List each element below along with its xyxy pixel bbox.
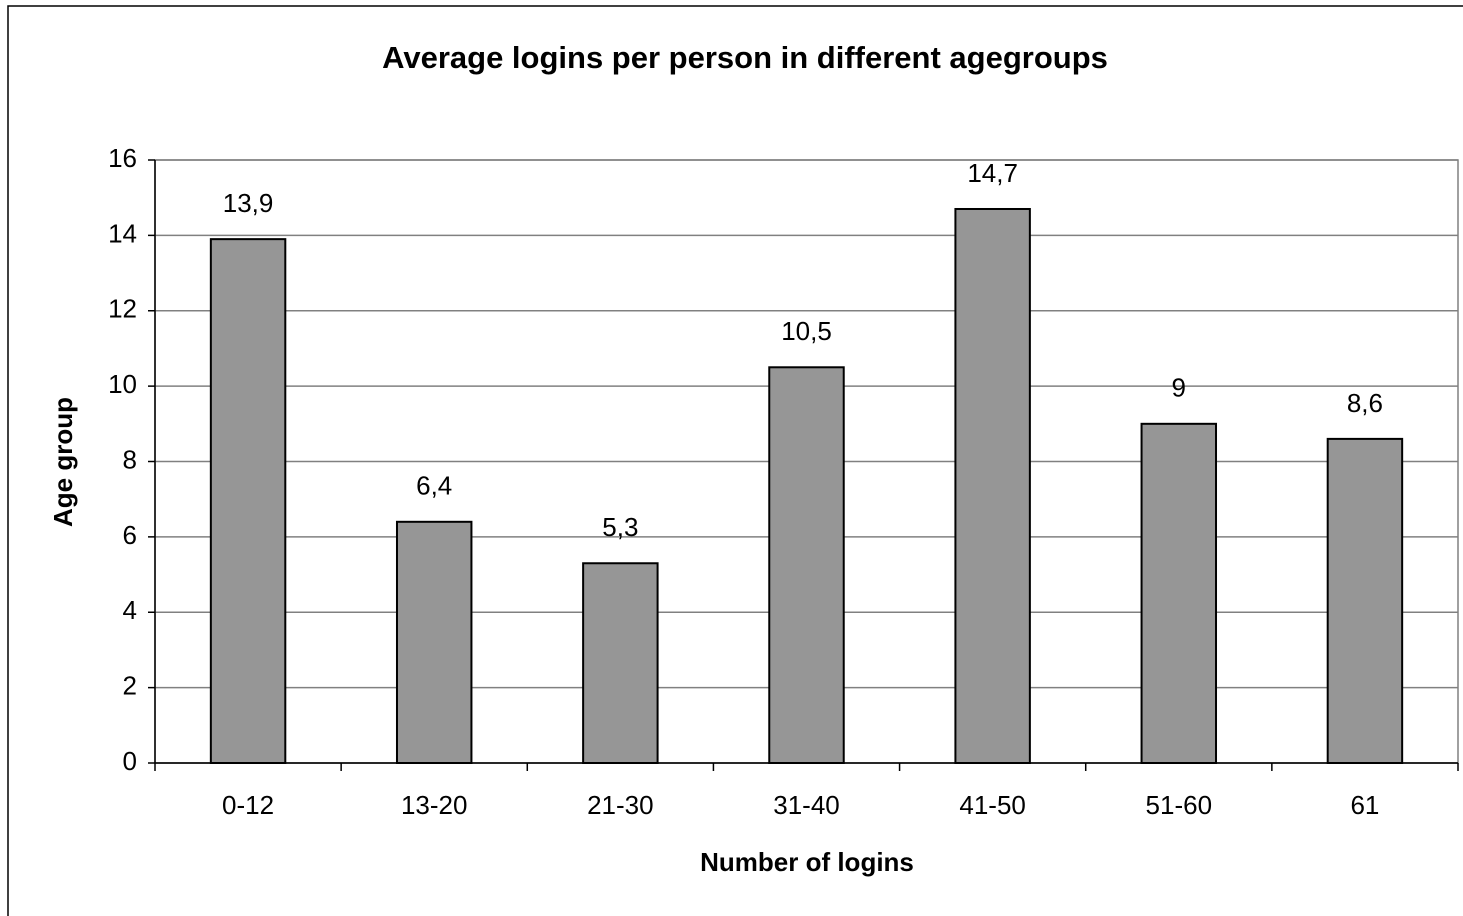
bar bbox=[209, 238, 287, 765]
y-tick-label: 14 bbox=[108, 218, 137, 248]
x-tick-label: 31-40 bbox=[773, 790, 840, 820]
data-label: 8,6 bbox=[1347, 388, 1383, 418]
x-tick-label: 21-30 bbox=[587, 790, 654, 820]
bar bbox=[954, 207, 1031, 764]
x-tick-label: 0-12 bbox=[222, 790, 274, 820]
x-tick-label: 61 bbox=[1350, 790, 1379, 820]
bar bbox=[395, 520, 473, 764]
y-tick-label: 16 bbox=[108, 143, 137, 173]
bar bbox=[1140, 422, 1218, 764]
x-tick-label: 41-50 bbox=[959, 790, 1026, 820]
y-tick-label: 4 bbox=[123, 595, 137, 625]
data-label: 6,4 bbox=[416, 471, 452, 501]
y-tick-label: 8 bbox=[123, 444, 137, 474]
y-axis-label: Age group bbox=[48, 397, 78, 527]
x-tick-label: 13-20 bbox=[401, 790, 468, 820]
bar bbox=[768, 366, 845, 764]
y-tick-label: 2 bbox=[123, 671, 137, 701]
data-label: 13,9 bbox=[223, 188, 274, 218]
data-label: 5,3 bbox=[602, 512, 638, 542]
bar bbox=[582, 562, 659, 764]
data-label: 9 bbox=[1172, 373, 1186, 403]
y-tick-label: 6 bbox=[123, 520, 137, 550]
x-axis-label: Number of logins bbox=[700, 847, 914, 877]
chart-title: Average logins per person in different a… bbox=[382, 40, 1108, 75]
y-tick-label: 12 bbox=[108, 294, 137, 324]
data-label: 10,5 bbox=[781, 316, 832, 346]
bar bbox=[1326, 437, 1404, 764]
x-tick-label: 51-60 bbox=[1146, 790, 1213, 820]
y-tick-label: 10 bbox=[108, 369, 137, 399]
y-tick-label: 0 bbox=[123, 746, 137, 776]
data-label: 14,7 bbox=[967, 158, 1018, 188]
